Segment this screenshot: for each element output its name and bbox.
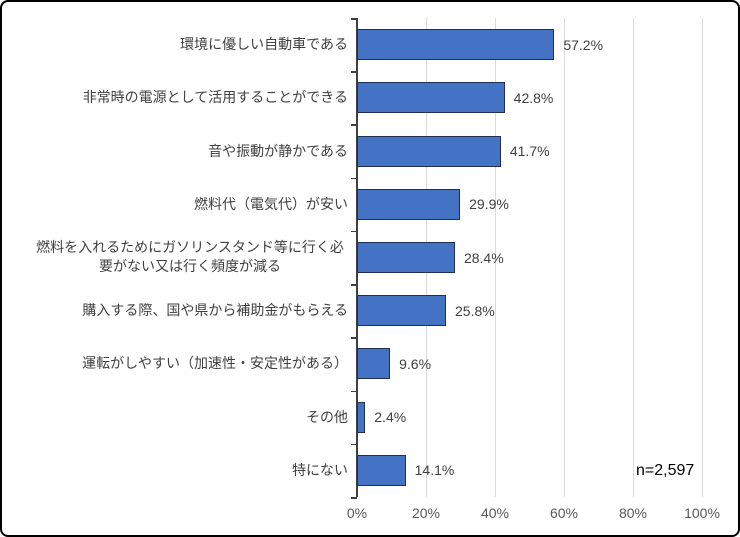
value-label: 9.6% [399,355,432,372]
category-label: 運転がしやすい（加速性・安定性がある） [10,337,348,390]
category-axis-tick [351,497,357,499]
bar [357,348,391,380]
bar [357,295,446,327]
category-axis-tick [351,71,357,73]
sample-size-label: n=2,597 [636,462,695,479]
bar [357,401,366,433]
category-axis-tick [351,337,357,339]
category-label-text: 購入する際、国や県から補助金がもらえる [82,302,348,319]
x-axis-tick-label: 60% [549,505,579,521]
value-label: 41.7% [509,143,550,160]
value-label: 57.2% [563,36,604,53]
value-label: 25.8% [455,302,495,319]
value-label: 14.1% [414,462,455,479]
category-label: 特にない [10,444,348,497]
bar [357,188,461,220]
bar [357,135,501,167]
value-label: 2.4% [374,409,407,426]
category-label: 燃料を入れるためにガソリンスタンド等に行く必要がない又は行く頻度が減る [10,231,348,284]
gridline [495,18,496,497]
category-axis-tick [351,124,357,126]
category-axis-tick [351,443,357,446]
value-label: 28.4% [463,249,504,266]
category-axis-tick [351,18,357,20]
x-axis-tick-label: 80% [618,505,648,521]
gridline [633,18,634,497]
category-label: 燃料代（電気代）が安い [10,178,348,231]
bar [357,82,505,114]
category-axis-tick [351,284,357,286]
gridline [702,18,703,497]
bar [357,454,406,486]
category-label-text: 燃料代（電気代）が安い [194,195,348,212]
category-label-text: 音や振動が静かである [208,142,348,159]
category-label: 音や振動が静かである [10,124,348,177]
bar [357,29,555,61]
category-label: その他 [10,391,348,444]
category-axis-tick [351,177,357,180]
value-label: 42.8% [513,89,554,106]
category-label: 購入する際、国や県から補助金がもらえる [10,284,348,337]
bar [357,242,455,273]
category-label-text: 特にない [292,461,348,478]
category-label: 環境に優しい自動車である [10,18,348,71]
category-label-text: 燃料を入れるためにガソリンスタンド等に行く必要がない又は行く頻度が減る [36,239,344,275]
category-label-text: 環境に優しい自動車である [180,36,348,53]
category-label: 非常時の電源として活用することができる [10,71,348,124]
x-axis-tick-label: 20% [411,505,441,521]
category-label-text: その他 [306,408,348,425]
category-label-text: 非常時の電源として活用することができる [82,89,348,106]
category-axis-tick [351,390,357,393]
value-label: 29.9% [469,196,509,213]
x-axis-tick-label: 100% [684,505,720,521]
x-axis-tick-label: 40% [480,505,510,521]
category-axis-tick [351,230,357,233]
x-axis-tick-label: 0% [346,505,368,521]
gridline [564,18,565,497]
category-label-text: 運転がしやすい（加速性・安定性がある） [82,355,348,372]
